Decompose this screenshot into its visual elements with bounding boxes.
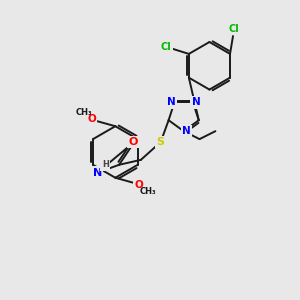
- Text: Cl: Cl: [161, 42, 171, 52]
- Text: O: O: [128, 137, 138, 147]
- Text: S: S: [157, 137, 165, 147]
- Text: CH₃: CH₃: [75, 108, 92, 117]
- Text: H: H: [102, 160, 109, 169]
- Text: CH₃: CH₃: [140, 187, 156, 196]
- Text: Cl: Cl: [229, 24, 239, 34]
- Text: N: N: [192, 98, 200, 107]
- Text: N: N: [167, 98, 176, 107]
- Text: N: N: [93, 168, 102, 178]
- Text: N: N: [182, 126, 191, 136]
- Text: O: O: [87, 114, 96, 124]
- Text: O: O: [135, 180, 143, 190]
